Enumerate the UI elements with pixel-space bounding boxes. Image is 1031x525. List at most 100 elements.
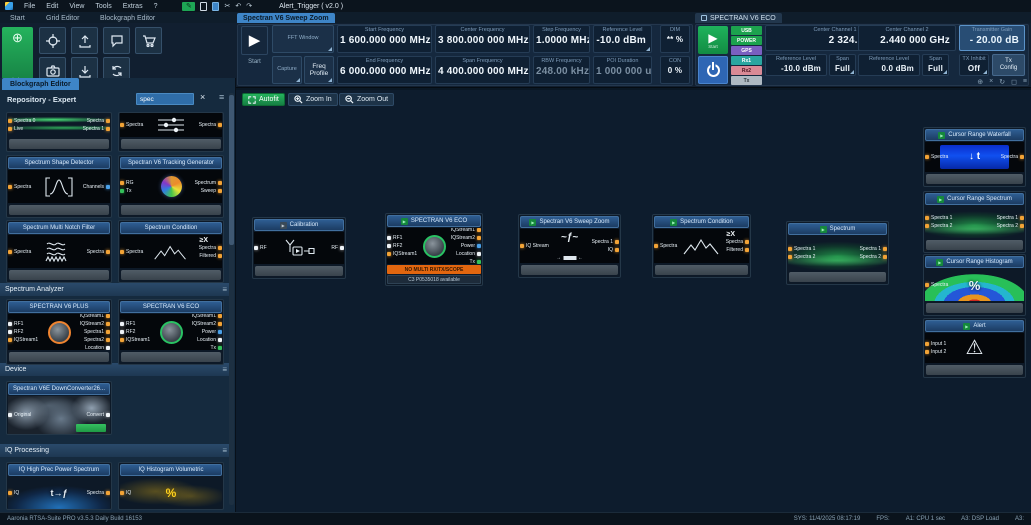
node-spectrum-condition[interactable]: ▶ Spectrum Condition Spectra ≥X Spectra F… xyxy=(652,214,751,278)
section-iq-processing[interactable]: IQ Processing ≡ xyxy=(0,444,232,457)
port[interactable]: Spectra xyxy=(87,249,110,255)
menu-help[interactable]: ? xyxy=(153,2,158,10)
port[interactable]: Spectra xyxy=(8,184,31,190)
node-spectran-v6-eco[interactable]: ▶ SPECTRAN V6 ECO RF1 RF2 IQStream1 IQStr… xyxy=(385,213,483,286)
store-button[interactable] xyxy=(135,27,162,54)
fft-window-dropdown[interactable]: FFT Window Blackman Harris xyxy=(272,25,334,53)
port-spectra2-in[interactable]: Spectra 2 xyxy=(925,223,952,229)
port[interactable]: RF1 xyxy=(120,321,150,327)
node-title-bar[interactable]: ▶ Cursor Range Histogram xyxy=(925,256,1024,268)
port-rf-out[interactable]: RF xyxy=(331,245,344,251)
port[interactable]: RF2 xyxy=(8,329,38,335)
port[interactable]: Spectra xyxy=(199,245,222,251)
port-spectra2-out[interactable]: Spectra 2 xyxy=(997,223,1024,229)
port[interactable]: RF2 xyxy=(120,329,150,335)
node-title-bar[interactable]: ▶ Spectran V6 Sweep Zoom xyxy=(520,216,619,228)
step-frequency-field[interactable]: Step Frequency 1.0000 MHz xyxy=(533,25,590,53)
port[interactable]: Channels xyxy=(83,184,110,190)
port-power[interactable]: Power xyxy=(451,243,481,249)
port-spectra-in[interactable]: Spectra xyxy=(654,243,677,249)
port[interactable]: IQStream1 xyxy=(192,314,222,319)
section-menu-icon[interactable]: ≡ xyxy=(222,365,227,374)
window-panel-icon[interactable]: ◻ xyxy=(1011,79,1017,86)
zoom-out-button[interactable]: Zoom Out xyxy=(339,93,395,106)
node-cursor-range-waterfall[interactable]: ▶ Cursor Range Waterfall Spectra ↓ t Spec… xyxy=(923,127,1026,187)
port[interactable]: Spectra xyxy=(8,249,31,255)
port[interactable]: Original xyxy=(8,412,31,418)
repository-search-input[interactable] xyxy=(136,93,194,105)
tab-grid-editor[interactable]: Grid Editor xyxy=(46,14,80,22)
menu-extras[interactable]: Extras xyxy=(122,2,143,10)
menu-panel-icon[interactable]: ≡ xyxy=(1022,78,1027,85)
poi-duration-field[interactable]: POI Duration 1 000 000 us xyxy=(593,56,652,84)
port-iq-stream[interactable]: IQ Stream xyxy=(520,243,549,249)
port-location[interactable]: Location xyxy=(451,251,481,257)
port[interactable]: Spectra1 xyxy=(80,329,110,335)
sidebar-scrollbar[interactable] xyxy=(229,93,234,505)
port-spectra-in[interactable]: Spectra xyxy=(925,282,948,288)
node-title-bar[interactable]: ▶ Calibration xyxy=(254,219,344,231)
port-iqstream1-out[interactable]: IQStream1 xyxy=(451,228,481,233)
menu-view[interactable]: View xyxy=(69,2,85,10)
port-spectra-in[interactable]: Spectra xyxy=(925,154,948,160)
port-spectra1-in[interactable]: Spectra 1 xyxy=(925,215,952,221)
eco-power-button[interactable] xyxy=(698,56,728,84)
port[interactable]: Tx xyxy=(192,345,222,350)
port[interactable]: IQ xyxy=(8,490,19,496)
autofit-button[interactable]: Autofit xyxy=(242,93,285,106)
center-frequency-field[interactable]: Center Frequency 3 800.000 000 MHz xyxy=(435,25,530,53)
port-spectra1-out[interactable]: Spectra 1 xyxy=(860,246,887,252)
port[interactable]: RF1 xyxy=(8,321,38,327)
port[interactable]: Power xyxy=(192,329,222,335)
section-spectrum-analyzer[interactable]: Spectrum Analyzer ≡ xyxy=(0,283,232,296)
repo-block-iq-histogram-volumetric[interactable]: IQ Histogram Volumetric IQ % xyxy=(118,462,224,510)
port-rf2[interactable]: RF2 xyxy=(387,243,417,249)
menu-file[interactable]: File xyxy=(24,2,36,10)
port-spectra-out[interactable]: Spectra xyxy=(1001,154,1024,160)
tab-start[interactable]: Start xyxy=(10,14,25,22)
menu-tools[interactable]: Tools xyxy=(95,2,112,10)
node-title-bar[interactable]: ▶ Cursor Range Spectrum xyxy=(925,193,1024,205)
upload-button[interactable] xyxy=(71,27,98,54)
eco-ref-level-2-field[interactable]: Reference Level 0.0 dBm xyxy=(858,54,920,76)
port-rf1[interactable]: RF1 xyxy=(387,235,417,241)
node-sweep-zoom[interactable]: ▶ Spectran V6 Sweep Zoom IQ Stream ~ƒ~ → ←… xyxy=(518,214,621,278)
node-title-bar[interactable]: ▶ Cursor Range Waterfall xyxy=(925,129,1024,141)
repo-block-spectrum-shape-detector[interactable]: Spectrum Shape Detector Spectra Channels xyxy=(6,155,112,218)
port-iq-out[interactable]: IQ xyxy=(592,247,619,253)
tab-blockgraph-editor[interactable]: Blockgraph Editor xyxy=(100,14,156,22)
node-calibration[interactable]: ▶ Calibration RF RF xyxy=(252,217,346,279)
repo-block-spectran-v6-eco[interactable]: SPECTRAN V6 ECO RF1 RF2 IQStream1 IQStre… xyxy=(118,299,224,365)
repo-block-filter-partial[interactable]: Spectra Spectra xyxy=(118,112,224,152)
port[interactable]: Sweep xyxy=(195,188,222,194)
section-menu-icon[interactable]: ≡ xyxy=(222,285,227,294)
port[interactable]: IQStream1 xyxy=(120,337,150,343)
port-iqstream1-in[interactable]: IQStream1 xyxy=(387,251,417,257)
node-cursor-range-spectrum[interactable]: ▶ Cursor Range Spectrum Spectra 1 Spectra… xyxy=(923,191,1026,253)
port[interactable]: Location xyxy=(80,345,110,350)
start-frequency-field[interactable]: Start Frequency 1 600.000 000 MHz xyxy=(337,25,432,53)
node-spectrum[interactable]: ▶ Spectrum Spectra 1 Spectra 2 Spectra 1 … xyxy=(786,221,889,285)
blockgraph-canvas[interactable]: Autofit Zoom In Zoom Out xyxy=(236,90,1031,512)
port[interactable]: Spectra xyxy=(199,122,222,128)
node-title-bar[interactable]: ▶ Spectrum xyxy=(788,223,887,235)
port[interactable]: Spectra2 xyxy=(80,337,110,343)
repo-block-v6e-downconverter[interactable]: Spectran V6E DownConverter26... Original… xyxy=(6,381,112,435)
port[interactable]: IQStream1 xyxy=(8,337,38,343)
capture-dropdown[interactable]: Capture scan xyxy=(272,56,302,84)
port-input2[interactable]: Input 2 xyxy=(925,349,946,355)
edit-mode-icon[interactable]: ✎ xyxy=(182,1,196,11)
repo-block-spectran-v6-plus[interactable]: SPECTRAN V6 PLUS RF1 RF2 IQStream1 IQStr… xyxy=(6,299,112,365)
port-spectra-out[interactable]: Spectra xyxy=(726,239,749,245)
zoom-in-button[interactable]: Zoom In xyxy=(288,93,338,106)
port-spectra2-out[interactable]: Spectra 2 xyxy=(860,254,887,260)
repo-block-spectrum-partial[interactable]: Spectra 0 Live Spectra Spectra 1 xyxy=(6,112,112,152)
scrollbar-thumb[interactable] xyxy=(229,95,234,245)
eco-ref-level-1-field[interactable]: Reference Level -10.0 dBm xyxy=(765,54,827,76)
redo-icon[interactable]: ↷ xyxy=(246,3,253,10)
span-frequency-field[interactable]: Span Frequency 4 400.000 000 MHz xyxy=(435,56,530,84)
node-title-bar[interactable]: ▶ Alert xyxy=(925,320,1024,332)
tx-config-button[interactable]: Tx Config xyxy=(992,54,1025,76)
port[interactable]: Spectra xyxy=(120,249,143,255)
center-channel-2-field[interactable]: Center Channel 2 2.440 000 GHz xyxy=(858,25,956,51)
